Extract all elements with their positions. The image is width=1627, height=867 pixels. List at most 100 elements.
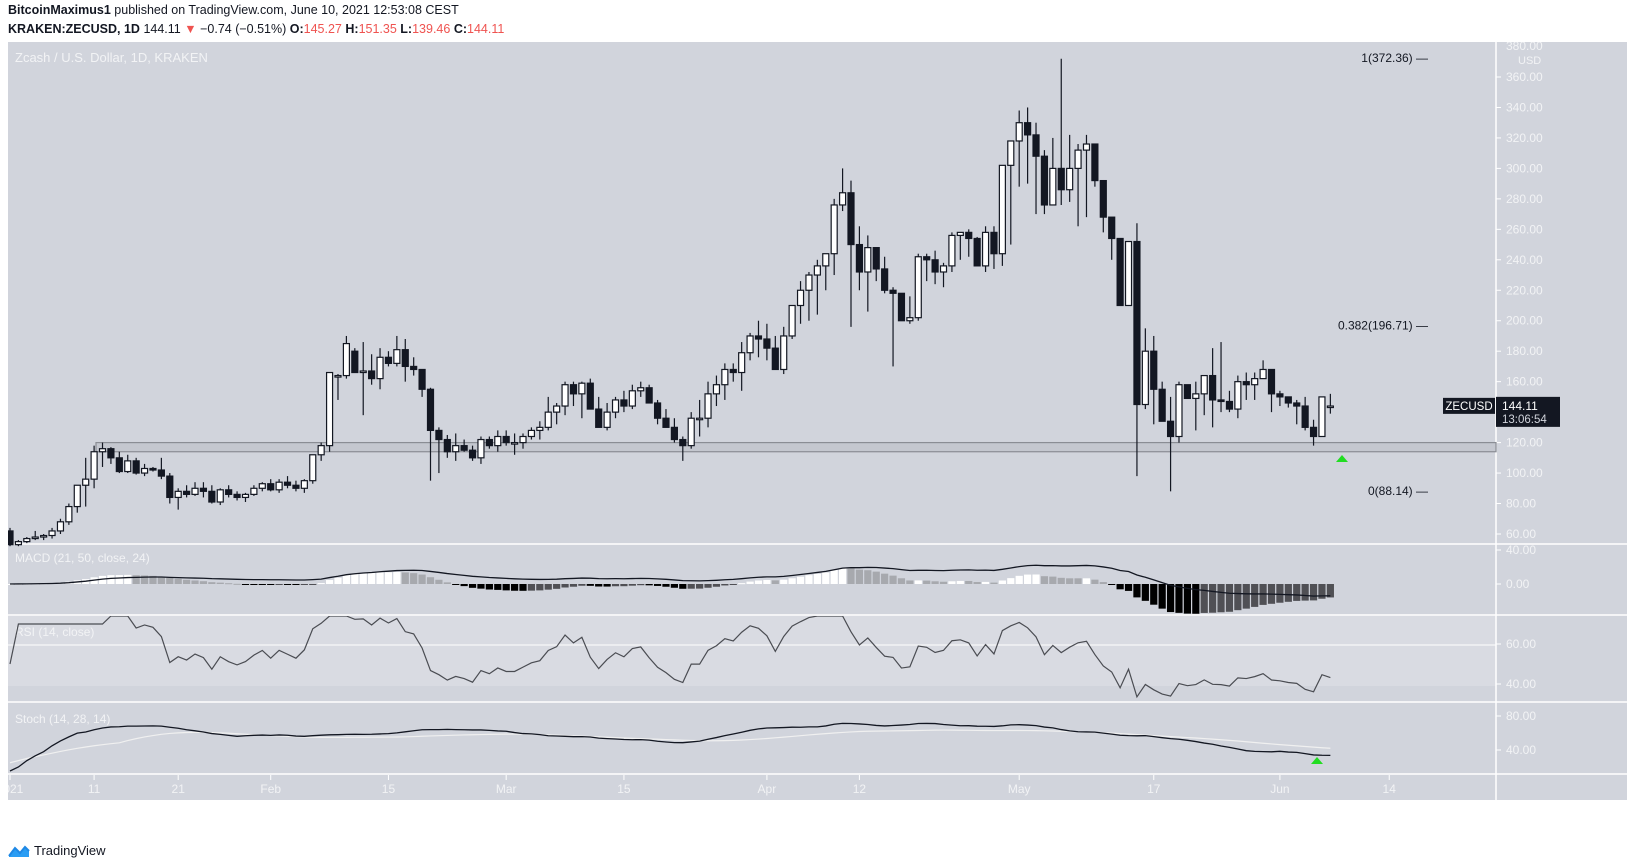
macd-histogram-bar — [1225, 584, 1234, 612]
macd-histogram-bar — [1158, 584, 1166, 609]
macd-histogram-bar — [1318, 584, 1326, 599]
candle — [485, 436, 493, 449]
candle — [1141, 328, 1149, 410]
candle — [132, 457, 140, 475]
price-tick-label: 160.00 — [1506, 375, 1543, 389]
price-tick-label: 240.00 — [1506, 253, 1543, 267]
candle — [208, 485, 216, 504]
macd-histogram-bar — [822, 572, 830, 584]
candle — [115, 451, 123, 474]
macd-histogram-bar — [830, 570, 838, 584]
macd-histogram-bar — [267, 584, 275, 585]
candle — [662, 409, 670, 428]
published-text: published on TradingView.com, June 10, 2… — [114, 3, 459, 17]
macd-histogram-bar — [653, 584, 662, 586]
candle — [1276, 390, 1284, 407]
macd-histogram-bar — [376, 572, 384, 584]
fib-level-label: 0(88.14) — — [1368, 484, 1428, 498]
macd-histogram-bar — [914, 580, 922, 584]
candle — [965, 229, 973, 257]
candle — [275, 479, 283, 493]
candle — [452, 433, 460, 461]
candle — [191, 482, 199, 496]
candle — [998, 164, 1006, 266]
open-value: 145.27 — [303, 22, 342, 36]
candle — [805, 271, 813, 321]
macd-histogram-bar — [721, 584, 729, 586]
candle — [1166, 396, 1175, 492]
candle — [561, 381, 569, 416]
candle — [923, 253, 931, 282]
candle — [359, 342, 367, 416]
macd-histogram-bar — [1200, 584, 1208, 613]
macd-line — [9, 564, 1331, 597]
candle — [1200, 374, 1208, 416]
time-tick-label: 11 — [88, 782, 101, 796]
candle — [98, 442, 107, 467]
candle — [1158, 381, 1166, 422]
candle — [443, 434, 451, 458]
candle — [536, 421, 544, 440]
candle — [754, 320, 763, 358]
macd-histogram-bar — [1276, 584, 1284, 603]
macd-histogram-bar — [696, 584, 704, 589]
macd-histogram-bar — [889, 575, 897, 584]
chart-area[interactable]: 360.00 340.00 320.00 300.00 280.00 260.00 240.… — [0, 39, 1627, 837]
price-change: −0.74 (−0.51%) — [200, 22, 287, 36]
candle — [881, 256, 889, 294]
candle — [738, 342, 746, 391]
tradingview-logo-icon — [8, 845, 30, 857]
candle — [712, 375, 721, 407]
macd-histogram-bar — [477, 584, 485, 589]
candle — [931, 250, 939, 285]
macd-histogram-bar — [258, 584, 266, 585]
macd-histogram-bar — [1116, 584, 1124, 590]
macd-histogram-bar — [334, 577, 342, 584]
macd-histogram-bar — [645, 584, 653, 586]
macd-histogram-bar — [418, 574, 426, 584]
candle — [569, 381, 578, 407]
price-tick-label: 60.00 — [1506, 527, 1536, 541]
candle — [1318, 396, 1326, 438]
symbol-info: KRAKEN:ZECUSD, 1D 144.11 ▼ −0.74 (−0.51%… — [8, 22, 504, 36]
support-zone-rectangle[interactable] — [95, 441, 1497, 453]
macd-histogram-bar — [401, 572, 409, 584]
macd-histogram-bar — [796, 576, 805, 584]
macd-histogram-bar — [662, 584, 670, 587]
macd-histogram-bar — [704, 584, 712, 588]
candle — [1217, 342, 1225, 413]
macd-histogram-bar — [595, 584, 603, 587]
macd-histogram-bar — [191, 580, 199, 584]
candle — [729, 363, 737, 382]
candle — [166, 473, 174, 504]
macd-histogram-bar — [1099, 582, 1107, 584]
macd-histogram-bar — [738, 583, 746, 585]
candle — [1267, 368, 1276, 413]
macd-histogram-bar — [107, 575, 115, 584]
macd-histogram-bar — [763, 579, 771, 584]
candle — [334, 374, 342, 400]
macd-histogram-bar — [780, 579, 788, 584]
macd-histogram-bar — [611, 584, 620, 587]
chart-canvas[interactable]: 360.00 340.00 320.00 300.00 280.00 260.00 240.… — [0, 39, 1627, 837]
macd-histogram-bar — [1032, 574, 1040, 584]
bar-countdown: 13:06:54 — [1502, 414, 1547, 426]
macd-tick-label: 40.00 — [1506, 543, 1536, 557]
candle — [23, 537, 31, 544]
macd-histogram-bar — [1091, 579, 1099, 584]
candle — [267, 479, 275, 492]
price-tick-label: 320.00 — [1506, 131, 1543, 145]
time-tick-label: May — [1008, 782, 1031, 796]
fib-level-label: 0.382(196.71) — — [1338, 319, 1428, 333]
time-tick-label: 12 — [853, 782, 867, 796]
candle — [1057, 58, 1065, 205]
high-label: H: — [345, 22, 359, 36]
candle — [149, 466, 157, 472]
candle — [1124, 240, 1133, 307]
candle — [1099, 179, 1107, 233]
candle — [435, 427, 443, 474]
candle — [351, 348, 359, 374]
macd-histogram-bar — [468, 584, 477, 588]
rsi-tick-label: 60.00 — [1506, 637, 1536, 651]
candle — [653, 399, 662, 425]
